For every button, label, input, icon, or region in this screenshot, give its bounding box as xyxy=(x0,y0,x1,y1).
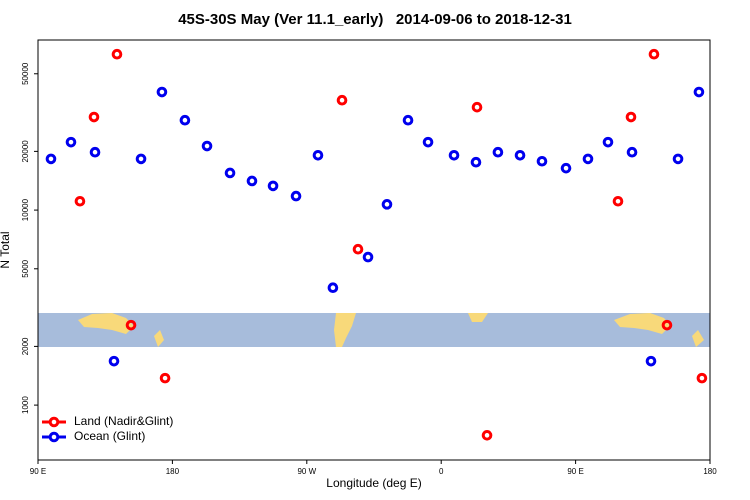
point xyxy=(74,195,86,207)
point xyxy=(492,146,504,158)
point xyxy=(471,101,483,113)
point xyxy=(693,86,705,98)
point xyxy=(179,114,191,126)
y-tick-label: 5000 xyxy=(21,259,30,277)
y-tick-label: 10000 xyxy=(21,198,30,221)
legend-marker xyxy=(48,416,60,428)
legend-label: Ocean (Glint) xyxy=(74,429,145,443)
point xyxy=(560,162,572,174)
chart-title: 45S-30S May (Ver 11.1_early) 2014-09-06 … xyxy=(178,11,572,28)
point xyxy=(626,146,638,158)
map-band xyxy=(38,313,710,347)
point xyxy=(612,195,624,207)
point xyxy=(514,149,526,161)
y-tick-label: 1000 xyxy=(21,396,30,414)
y-tick-label: 20000 xyxy=(21,140,30,163)
point xyxy=(45,153,57,165)
y-axis-label: N Total xyxy=(0,231,12,268)
point xyxy=(135,153,147,165)
x-tick-label: 90 E xyxy=(567,467,583,476)
point xyxy=(470,156,482,168)
point xyxy=(536,155,548,167)
point xyxy=(267,180,279,192)
plot-frame xyxy=(37,39,711,461)
x-tick-label: 90 E xyxy=(30,467,46,476)
point xyxy=(312,149,324,161)
point xyxy=(696,372,708,384)
point xyxy=(448,149,460,161)
point xyxy=(362,251,374,263)
point xyxy=(481,430,493,441)
point xyxy=(402,114,414,126)
legend-label: Land (Nadir&Glint) xyxy=(74,414,173,428)
point xyxy=(108,355,120,367)
point xyxy=(88,111,100,123)
point xyxy=(290,190,302,202)
point xyxy=(224,167,236,179)
point xyxy=(672,153,684,165)
point xyxy=(125,319,137,331)
point xyxy=(422,136,434,148)
point xyxy=(582,153,594,165)
point xyxy=(89,146,101,158)
point xyxy=(648,48,660,60)
point xyxy=(352,243,364,255)
point xyxy=(625,111,637,123)
point xyxy=(156,86,168,98)
x-tick-label: 90 W xyxy=(297,467,316,476)
point xyxy=(645,355,657,367)
point xyxy=(65,136,77,148)
y-tick-label: 2000 xyxy=(21,337,30,355)
point xyxy=(381,199,393,210)
point xyxy=(327,282,339,293)
y-tick-label: 50000 xyxy=(21,62,30,85)
point xyxy=(336,94,348,106)
point xyxy=(159,372,171,384)
x-tick-label: 180 xyxy=(703,467,717,476)
x-axis-label: Longitude (deg E) xyxy=(326,476,421,490)
x-tick-label: 180 xyxy=(166,467,180,476)
point xyxy=(111,48,123,60)
point xyxy=(201,140,213,152)
x-tick-label: 0 xyxy=(439,467,444,476)
point xyxy=(602,136,614,148)
legend-marker xyxy=(48,431,60,443)
point xyxy=(661,319,673,331)
point xyxy=(246,175,258,187)
